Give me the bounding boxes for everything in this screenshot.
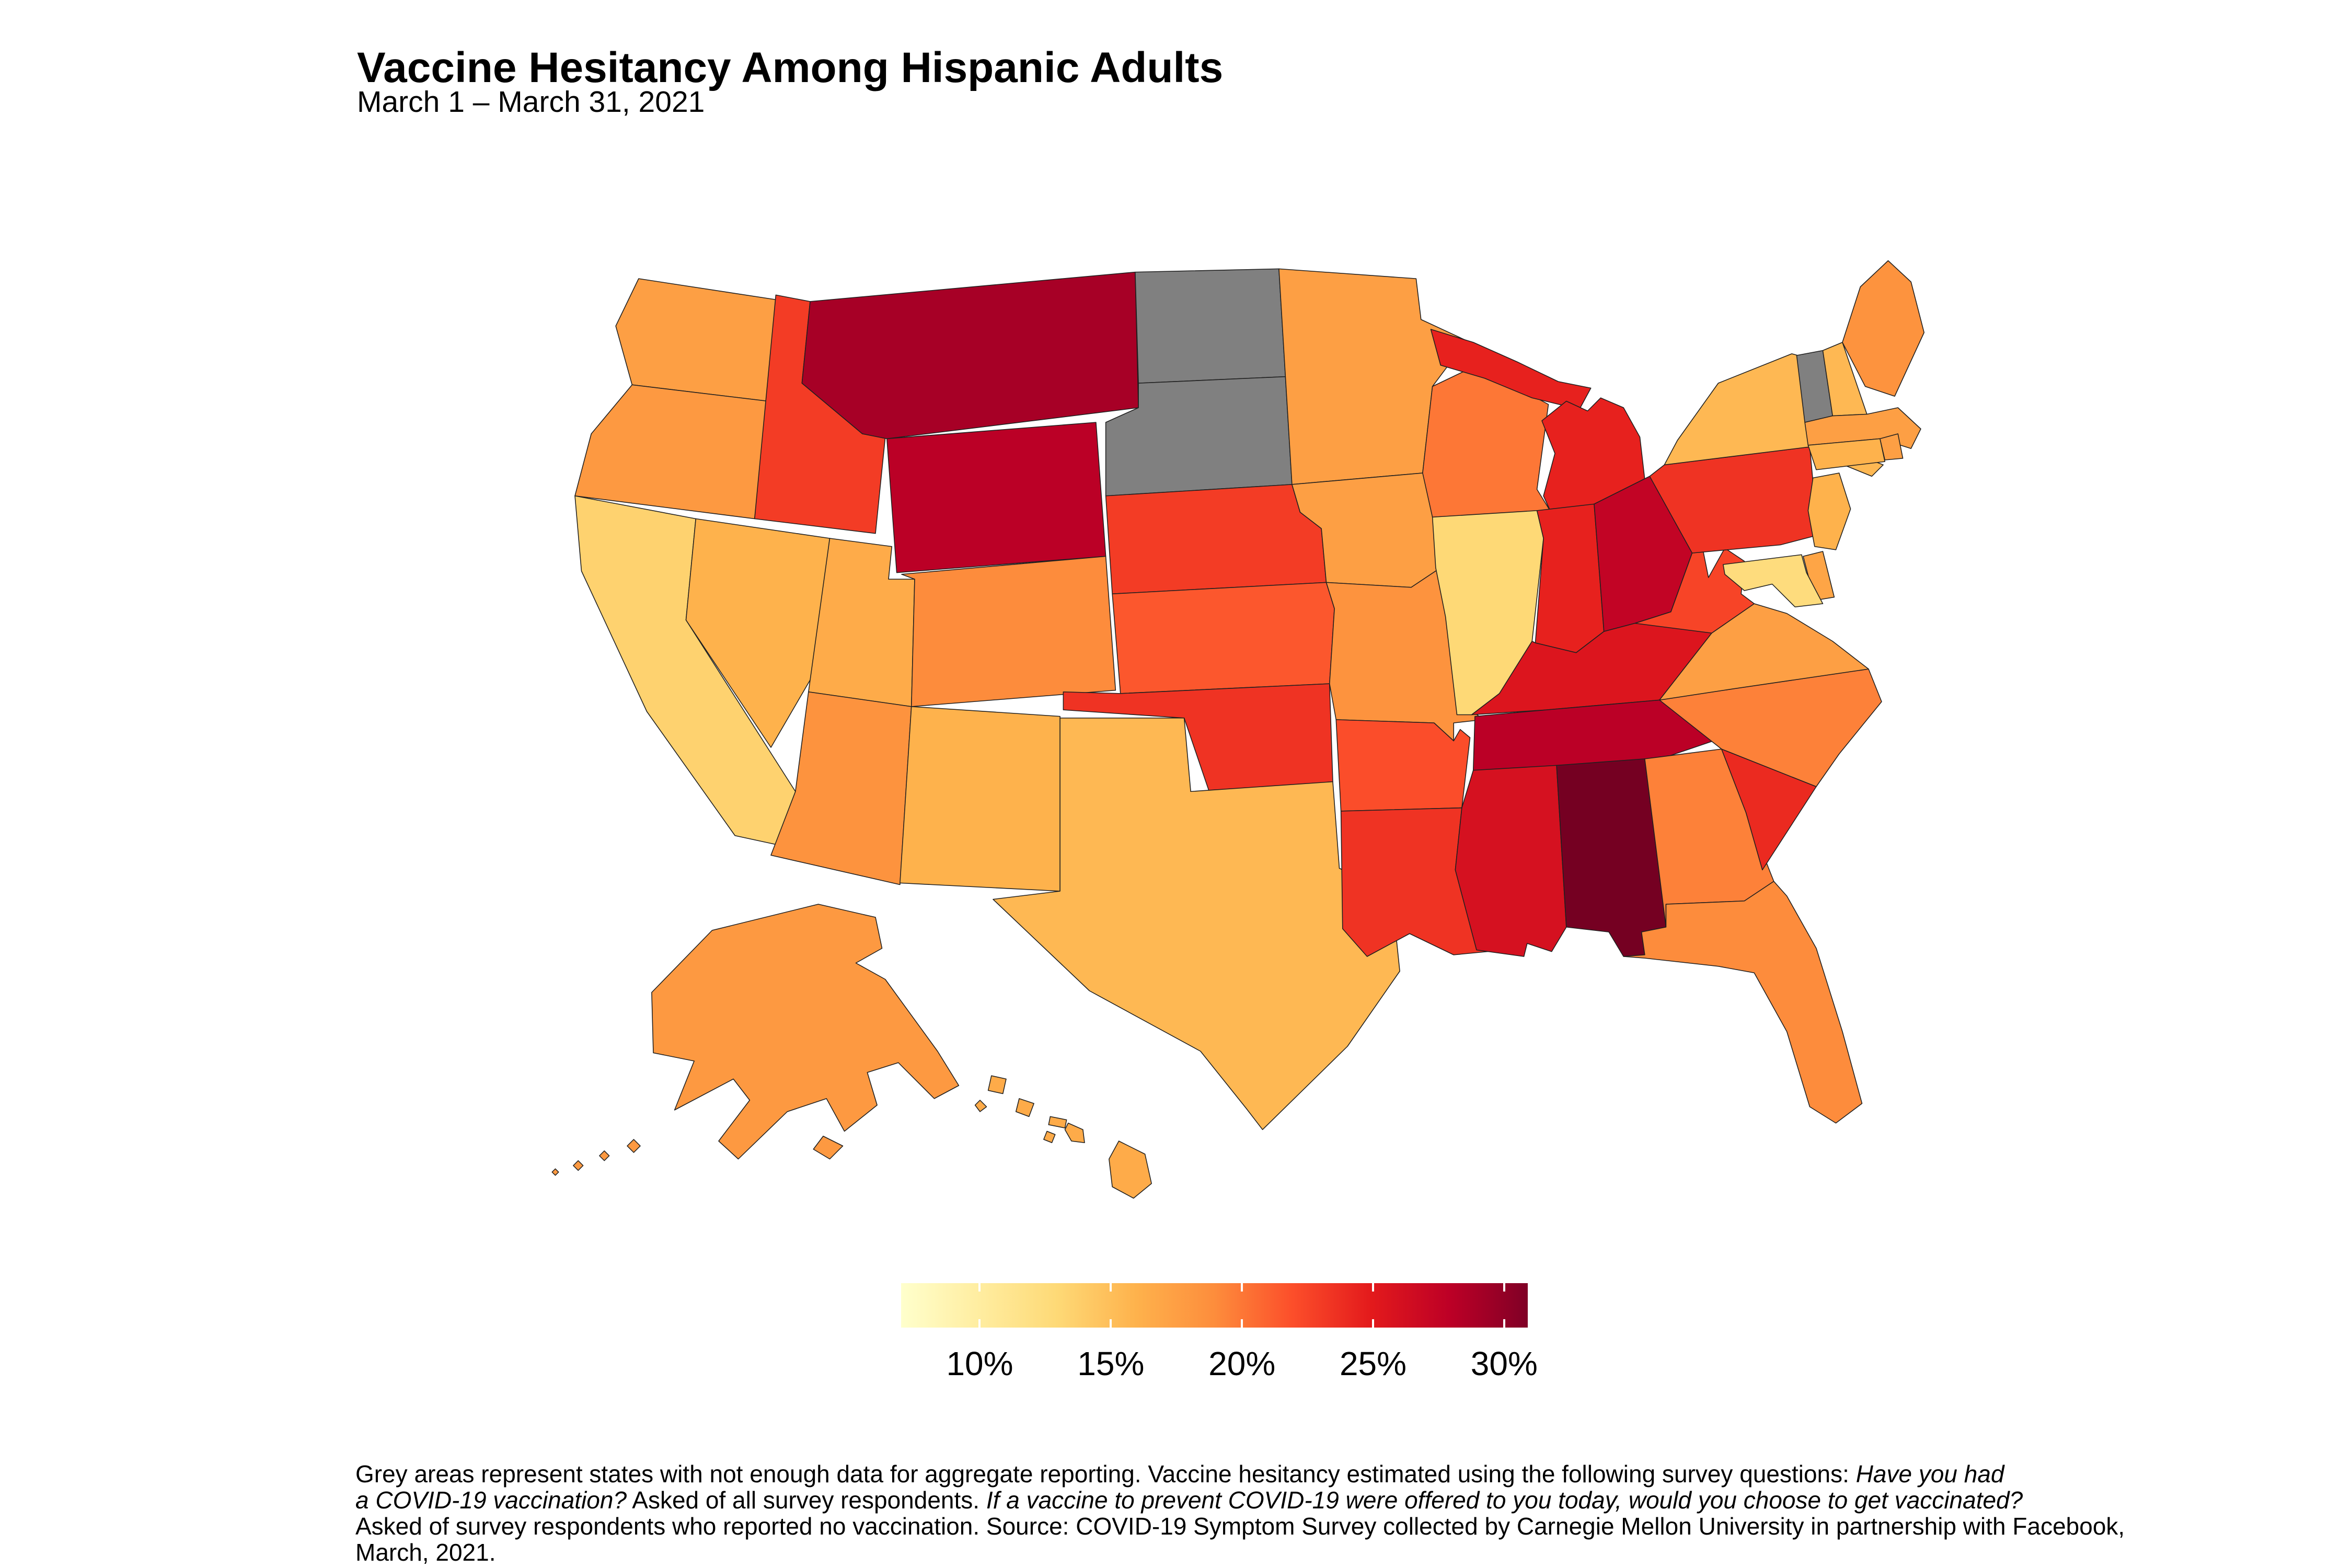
legend-tick-label: 10% [946, 1345, 1013, 1382]
state-WA[interactable]: Washington: 17.5% [615, 278, 778, 402]
footnote-segment: Grey areas represent states with not eno… [355, 1460, 1856, 1488]
footnote-segment: March, 2021. [355, 1539, 496, 1566]
state-IN[interactable]: Indiana: 24.5% [1535, 503, 1605, 653]
footnote-segment: Have you had [1855, 1460, 2004, 1488]
state-AK[interactable]: Alaska: 18% [599, 1150, 610, 1161]
state-FL[interactable]: Florida: 19% [1623, 881, 1863, 1124]
legend-tick-mark [1503, 1319, 1505, 1328]
state-NE[interactable]: Nebraska: 23% [1105, 484, 1327, 595]
state-HI[interactable]: Hawaii: 16.5% [974, 1100, 987, 1112]
state-NV[interactable]: Nevada: 16% [685, 518, 831, 748]
state-TX[interactable]: Texas: 15.5% [993, 717, 1400, 1131]
legend-tick-mark [1110, 1319, 1112, 1328]
state-OR[interactable]: Oregon: 18% [574, 384, 768, 520]
state-HI[interactable]: Hawaii: 16.5% [1043, 1131, 1056, 1144]
state-HI[interactable]: Hawaii: 16.5% [1048, 1116, 1067, 1128]
legend-tick-label: 15% [1077, 1345, 1145, 1382]
legend-tick-label: 25% [1339, 1345, 1407, 1382]
state-AK[interactable]: Alaska: 18% [651, 904, 960, 1160]
footnote-line: March, 2021. [355, 1539, 2125, 1565]
footnote-segment: Asked of survey respondents who reported… [355, 1513, 2125, 1540]
legend-tick-label: 30% [1470, 1345, 1538, 1382]
us-choropleth-map: Washington: 17.5%Oregon: 18%California: … [551, 260, 1925, 1199]
state-AK[interactable]: Alaska: 18% [813, 1135, 844, 1160]
state-NM[interactable]: New Mexico: 16% [900, 706, 1060, 892]
state-HI[interactable]: Hawaii: 16.5% [1015, 1098, 1034, 1117]
legend-tick-mark [978, 1319, 981, 1328]
state-MS[interactable]: Mississippi: 26% [1455, 765, 1567, 957]
state-OK[interactable]: Oklahoma: 23.5% [1063, 683, 1333, 795]
state-CT[interactable]: Connecticut: 16% [1807, 438, 1886, 470]
legend-gradient-bar [901, 1283, 1528, 1328]
state-VA[interactable]: Virginia: 17.5% [1659, 603, 1869, 701]
footnote-line: Grey areas represent states with not eno… [355, 1461, 2125, 1487]
footnote-line: a COVID-19 vaccination? Asked of all sur… [355, 1487, 2125, 1513]
legend-tick-mark [1503, 1283, 1505, 1292]
state-CO[interactable]: Colorado: 19% [901, 556, 1116, 707]
state-WY[interactable]: Wyoming: 28% [886, 422, 1106, 573]
state-HI[interactable]: Hawaii: 16.5% [1064, 1122, 1085, 1144]
legend-tick-label: 20% [1208, 1345, 1276, 1382]
footnote: Grey areas represent states with not eno… [355, 1461, 2125, 1565]
legend-tick-mark [1241, 1319, 1243, 1328]
state-ND[interactable]: North Dakota: no data [1135, 268, 1286, 384]
state-AK[interactable]: Alaska: 18% [551, 1168, 559, 1176]
state-AK[interactable]: Alaska: 18% [573, 1160, 584, 1171]
state-AZ[interactable]: Arizona: 18.5% [770, 691, 912, 885]
footnote-segment: a COVID-19 vaccination? [355, 1486, 627, 1514]
state-AK[interactable]: Alaska: 18% [627, 1139, 641, 1153]
legend-tick-mark [1241, 1283, 1243, 1292]
legend-tick-mark [1371, 1283, 1374, 1292]
legend-tick-mark [1110, 1283, 1112, 1292]
state-HI[interactable]: Hawaii: 16.5% [987, 1075, 1007, 1094]
state-HI[interactable]: Hawaii: 16.5% [1109, 1140, 1152, 1199]
state-KS[interactable]: Kansas: 21.5% [1112, 582, 1335, 694]
legend-tick-mark [1371, 1319, 1374, 1328]
footnote-segment: Asked of all survey respondents. [627, 1486, 986, 1514]
footnote-line: Asked of survey respondents who reported… [355, 1513, 2125, 1539]
legend-tick-mark [978, 1283, 981, 1292]
state-MT[interactable]: Montana: 29% [801, 271, 1139, 440]
chart-subtitle: March 1 – March 31, 2021 [357, 85, 705, 119]
state-ME[interactable]: Maine: 18.5% [1842, 260, 1925, 397]
state-MD[interactable]: Maryland: 12.5% [1723, 554, 1824, 608]
state-NJ[interactable]: New Jersey: 16% [1807, 472, 1851, 550]
footnote-segment: If a vaccine to prevent COVID-19 were of… [986, 1486, 2023, 1514]
chart-title: Vaccine Hesitancy Among Hispanic Adults [357, 43, 1224, 91]
state-MI[interactable]: Michigan: 24.5% [1430, 329, 1592, 410]
